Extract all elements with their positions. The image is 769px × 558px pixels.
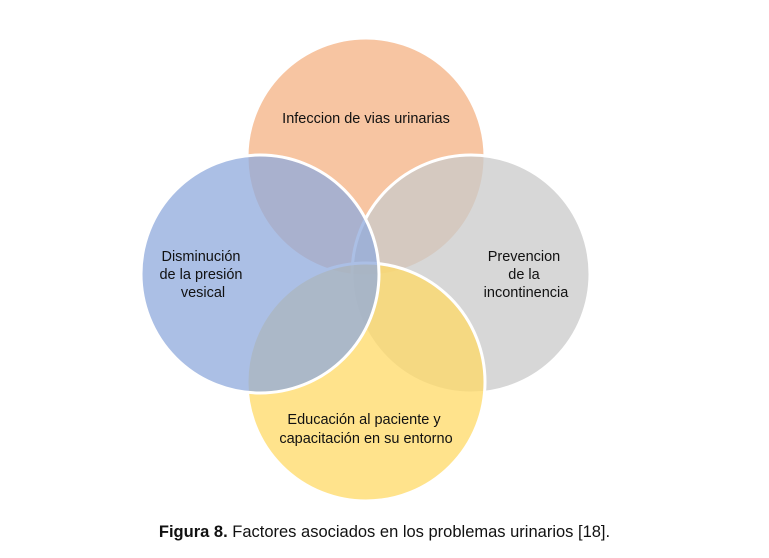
circle-right-label-line: incontinencia	[484, 285, 570, 301]
figure-caption-text: Factores asociados en los problemas urin…	[227, 523, 611, 541]
circle-left-label-line: vesical	[181, 285, 225, 301]
circle-top-label-line: Infeccion de vias urinarias	[282, 111, 450, 127]
circle-top-label: Infeccion de vias urinarias	[282, 111, 450, 127]
figure-caption-label: Figura 8.	[158, 523, 228, 541]
circle-left-label: Disminución de la presión vesical	[159, 249, 246, 301]
circle-left-label-line: Disminución	[161, 249, 240, 265]
circle-bottom-label: Educación al paciente y capacitación en …	[279, 412, 452, 447]
circle-left	[139, 153, 381, 395]
figure-caption: Figura 8. Factores asociados en los prob…	[0, 523, 769, 542]
venn-diagram: Infeccion de vias urinarias Prevencion d…	[139, 36, 592, 503]
labels-layer: Infeccion de vias urinarias Prevencion d…	[159, 111, 569, 447]
circles-layer	[139, 36, 592, 503]
circle-right-label-line: de la	[508, 267, 540, 283]
circle-left-label-line: de la presión	[159, 267, 242, 283]
circle-right-label-line: Prevencion	[488, 249, 561, 265]
circle-right-label: Prevencion de la incontinencia	[484, 249, 570, 301]
circle-bottom-label-line: capacitación en su entorno	[279, 431, 452, 447]
circle-bottom-label-line: Educación al paciente y	[287, 412, 441, 428]
